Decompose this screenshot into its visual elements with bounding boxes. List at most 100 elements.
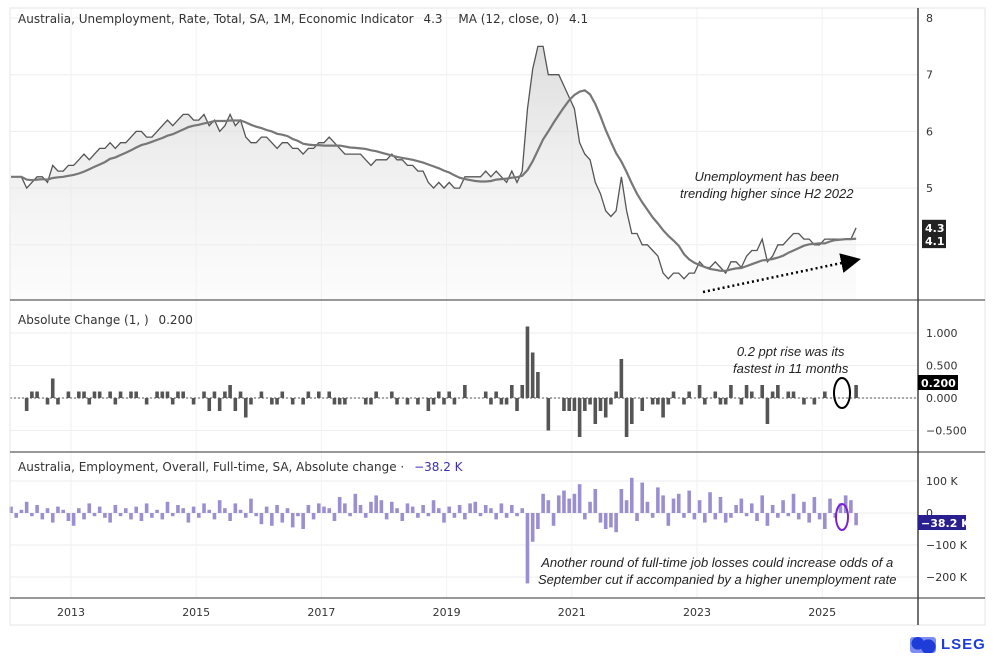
employment-bar	[463, 513, 467, 520]
employment-bar	[692, 513, 697, 520]
annotation-employment: Another round of full-time job losses co…	[538, 554, 896, 588]
change-bar	[191, 398, 196, 405]
change-bar	[181, 391, 185, 398]
pane2-value: 0.200	[158, 313, 193, 327]
employment-bar	[113, 505, 118, 513]
change-bar	[207, 398, 212, 411]
change-bar	[536, 372, 540, 398]
change-bar	[713, 391, 718, 398]
change-bar	[812, 398, 817, 405]
change-bar	[87, 398, 92, 405]
employment-bar	[703, 513, 707, 523]
employment-bar	[687, 490, 691, 513]
change-bar	[212, 391, 217, 398]
change-bar	[337, 398, 342, 405]
y-tick-label: −100 K	[926, 539, 968, 552]
employment-bar	[97, 506, 102, 513]
employment-bar	[144, 503, 149, 513]
absolute-change-pane	[10, 326, 918, 437]
change-bar	[603, 398, 608, 418]
employment-bar	[457, 505, 462, 513]
change-bar	[671, 391, 676, 398]
change-bar	[562, 398, 566, 411]
employment-bar	[280, 513, 285, 523]
highlight-ellipse-change	[833, 377, 851, 409]
employment-bar	[817, 513, 822, 520]
change-bar	[369, 398, 373, 405]
change-bar	[259, 391, 264, 398]
y-tick-label: 5	[926, 182, 933, 195]
employment-bar	[614, 513, 618, 533]
employment-bar	[40, 513, 45, 520]
employment-bar	[374, 495, 378, 513]
employment-bar	[812, 497, 817, 513]
pane1-title: Australia, Unemployment, Rate, Total, SA…	[18, 12, 414, 26]
change-bar	[703, 398, 707, 405]
pane1-legend: Australia, Unemployment, Rate, Total, SA…	[18, 12, 588, 26]
change-bar	[530, 352, 535, 398]
employment-bar	[723, 513, 728, 523]
pane1-ma-title: MA (12, close, 0)	[458, 12, 560, 26]
lseg-logo: LSEG	[910, 636, 986, 653]
change-bar	[24, 398, 29, 411]
change-bar	[45, 398, 50, 405]
employment-bar	[854, 513, 858, 526]
employment-bar	[332, 513, 337, 521]
change-bar	[577, 398, 582, 437]
employment-bar	[562, 490, 566, 513]
change-bar	[483, 391, 488, 398]
employment-pane	[9, 477, 858, 584]
employment-bar	[442, 513, 446, 523]
employment-bar	[838, 503, 843, 513]
employment-bar	[337, 497, 342, 513]
employment-last-value-bg	[918, 515, 966, 530]
employment-bar	[134, 506, 139, 513]
employment-bar	[786, 513, 791, 517]
change-bar	[687, 391, 691, 398]
change-bar	[155, 391, 159, 398]
employment-bar	[546, 500, 551, 513]
employment-bar	[499, 503, 504, 513]
employment-bar	[233, 503, 238, 513]
change-bar	[614, 391, 618, 398]
change-bar	[593, 398, 598, 424]
change-bar	[682, 398, 686, 405]
change-bar	[697, 385, 702, 398]
change-bar	[776, 385, 780, 398]
employment-bar	[661, 495, 665, 513]
employment-bar	[489, 508, 493, 513]
employment-bar	[755, 513, 759, 521]
employment-bar	[66, 513, 71, 521]
employment-bar	[306, 505, 311, 513]
change-bar	[223, 391, 227, 398]
change-bar	[619, 359, 624, 398]
employment-bar	[82, 513, 86, 520]
change-bar	[35, 391, 39, 398]
employment-bar	[353, 493, 358, 513]
change-bar	[765, 398, 770, 424]
employment-bar	[577, 484, 582, 513]
employment-bar	[849, 500, 853, 513]
employment-bar	[536, 513, 540, 529]
employment-bar	[87, 503, 92, 513]
employment-bar	[14, 513, 19, 518]
employment-bar	[301, 513, 305, 529]
employment-bar	[238, 509, 243, 513]
employment-bar	[765, 513, 770, 526]
employment-bar	[744, 513, 749, 517]
employment-bar	[35, 505, 39, 513]
change-bar	[108, 391, 112, 398]
employment-bar	[640, 482, 645, 513]
employment-bar	[609, 513, 613, 528]
employment-bar	[316, 503, 321, 513]
employment-bar	[56, 506, 60, 513]
employment-bar	[358, 505, 363, 513]
employment-bar	[624, 500, 629, 513]
change-bar	[243, 398, 248, 418]
employment-bar	[9, 506, 13, 513]
change-bar	[343, 398, 347, 405]
employment-bar	[150, 513, 154, 518]
employment-bar	[181, 508, 185, 513]
change-bar	[598, 398, 603, 411]
change-bar	[802, 398, 806, 405]
